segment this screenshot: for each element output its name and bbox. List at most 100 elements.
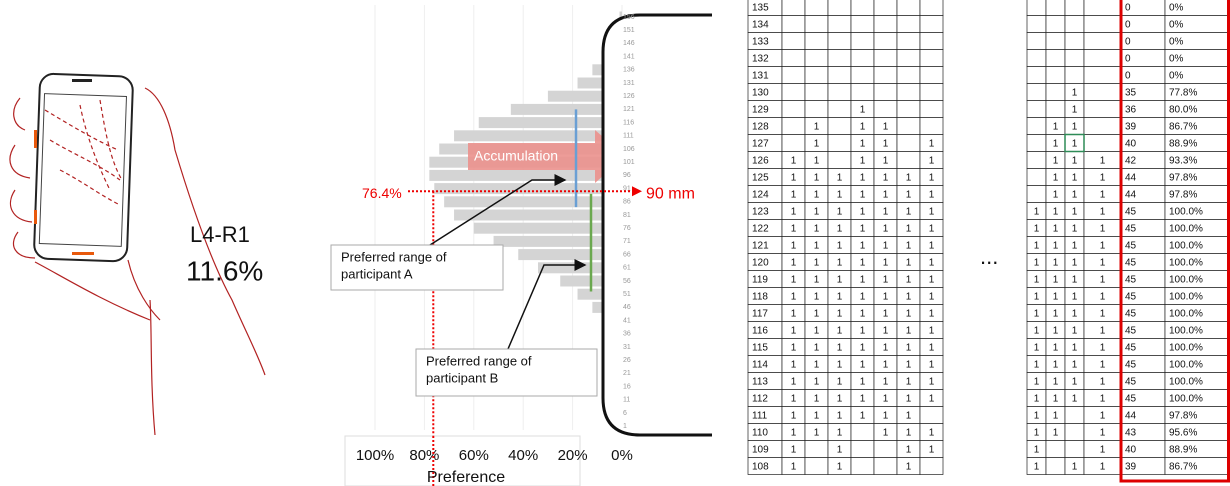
threshold-length-label: 90 mm <box>646 185 695 202</box>
table-cell-text: 1 <box>1053 275 1059 286</box>
table-cell <box>828 135 851 152</box>
table-cell-text: 1 <box>1053 207 1059 218</box>
table-cell-text: 1 <box>814 224 820 235</box>
table-cell <box>874 101 897 118</box>
table-cell-text: 97.8% <box>1169 173 1197 184</box>
table-cell-text: 0% <box>1169 3 1184 14</box>
table-cell-text: 1 <box>860 156 866 167</box>
table-cell-text: 135 <box>752 3 769 14</box>
y-tick-label: 46 <box>623 304 631 311</box>
table-cell-text: 100.0% <box>1169 360 1203 371</box>
table-cell-text: 1 <box>791 360 797 371</box>
table-cell-text: 1 <box>791 377 797 388</box>
y-tick-label: 21 <box>623 370 631 377</box>
table-cell-text: 100.0% <box>1169 258 1203 269</box>
table-cell-text: 1 <box>814 309 820 320</box>
table-cell-text: 1 <box>1034 224 1040 235</box>
table-cell-text: 1 <box>837 360 843 371</box>
table-cell-text: 1 <box>929 326 935 337</box>
table-cell-text: 1 <box>837 309 843 320</box>
table-cell <box>897 84 920 101</box>
table-cell-text: 86.7% <box>1169 462 1197 473</box>
table-cell-text: 123 <box>752 207 769 218</box>
table-cell-text: 1 <box>1053 360 1059 371</box>
table-cell-text: 1 <box>883 258 889 269</box>
table-cell-text: 1 <box>791 224 797 235</box>
table-cell <box>851 424 874 441</box>
phone-outline <box>603 15 712 435</box>
table-cell-text: 121 <box>752 241 769 252</box>
y-tick-label: 141 <box>623 53 635 60</box>
table-cell-text: 1 <box>860 326 866 337</box>
table-cell-text: 1 <box>906 241 912 252</box>
table-cell <box>805 0 828 16</box>
table-cell-text: 44 <box>1125 173 1137 184</box>
table-cell-text: 1 <box>860 173 866 184</box>
table-cell-text: 1 <box>1100 309 1106 320</box>
y-tick-label: 121 <box>623 106 635 113</box>
table-cell-text: 1 <box>929 156 935 167</box>
table-cell-text: 129 <box>752 105 769 116</box>
table-cell-text: 1 <box>860 343 866 354</box>
table-cell <box>828 152 851 169</box>
table-cell <box>1084 16 1121 33</box>
table-cell <box>828 118 851 135</box>
table-cell <box>920 407 943 424</box>
table-cell-text: 1 <box>791 292 797 303</box>
table-cell <box>1065 441 1084 458</box>
table-cell-text: 1 <box>837 275 843 286</box>
bar <box>444 196 622 207</box>
table-cell-text: 1 <box>837 394 843 405</box>
phone-illustration <box>34 73 133 261</box>
table-cell-text: 1 <box>814 411 820 422</box>
table-cell <box>851 0 874 16</box>
table-cell-text: 35 <box>1125 88 1137 99</box>
table-cell-text: 1 <box>1053 139 1059 150</box>
table-cell-text: 1 <box>791 428 797 439</box>
table-cell-text: 45 <box>1125 343 1137 354</box>
table-cell-text: 100.0% <box>1169 326 1203 337</box>
table-cell-text: 1 <box>1034 326 1040 337</box>
table-cell <box>851 67 874 84</box>
table-cell <box>1027 169 1046 186</box>
y-tick-label: 66 <box>623 251 631 258</box>
table-cell <box>874 441 897 458</box>
table-cell <box>1027 67 1046 84</box>
table-cell <box>1084 0 1121 16</box>
table-cell-text: 1 <box>860 207 866 218</box>
table-cell <box>1027 118 1046 135</box>
table-cell-text: 1 <box>814 428 820 439</box>
table-cell <box>805 67 828 84</box>
table-cell-text: 1 <box>1072 105 1078 116</box>
table-cell-text: 1 <box>791 258 797 269</box>
table-cell-text: 1 <box>1100 241 1106 252</box>
table-cell <box>1065 50 1084 67</box>
y-tick-label: 116 <box>623 119 634 126</box>
table-cell-text: 1 <box>1072 394 1078 405</box>
table-cell-text: 1 <box>1100 292 1106 303</box>
table-cell-text: 131 <box>752 71 769 82</box>
table-cell-text: 1 <box>791 445 797 456</box>
table-cell-text: 1 <box>883 224 889 235</box>
table-cell-text: 1 <box>1100 207 1106 218</box>
table-cell-text: 119 <box>752 275 768 286</box>
table-cell <box>920 0 943 16</box>
table-cell-text: 134 <box>752 20 769 31</box>
table-cell-text: 1 <box>929 190 935 201</box>
table-cell-text: 1 <box>1072 224 1078 235</box>
table-cell-text: 1 <box>906 292 912 303</box>
table-cell-text: 1 <box>1072 292 1078 303</box>
table-cell-text: 45 <box>1125 360 1137 371</box>
table-cell <box>828 101 851 118</box>
table-cell-text: 1 <box>814 275 820 286</box>
table-cell-text: 1 <box>814 360 820 371</box>
table-cell-text: 1 <box>1053 428 1059 439</box>
table-cell-text: 1 <box>883 428 889 439</box>
table-cell-text: 1 <box>860 275 866 286</box>
table-cell-text: 1 <box>1100 258 1106 269</box>
table-cell <box>920 67 943 84</box>
table-cell-text: 1 <box>1100 343 1106 354</box>
table-cell-text: 1 <box>906 360 912 371</box>
table-cell-text: 133 <box>752 37 769 48</box>
table-cell-text: 1 <box>1072 326 1078 337</box>
